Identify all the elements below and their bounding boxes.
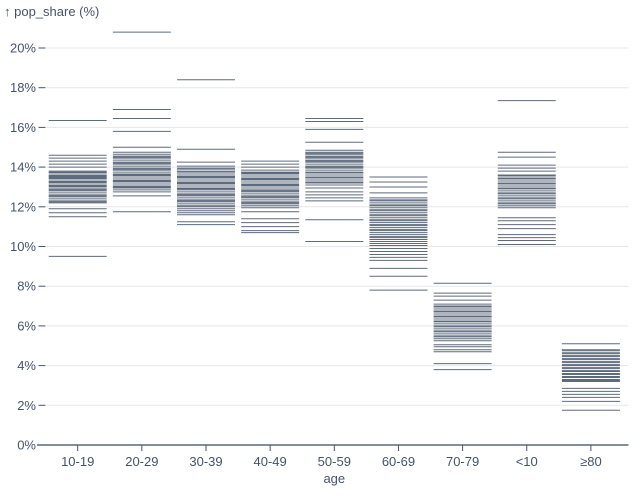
y-axis-tick-label: 18%	[10, 80, 36, 95]
x-axis-tick-label: 30-39	[189, 454, 222, 469]
x-axis-tick-label: 50-59	[318, 454, 351, 469]
x-axis-tick-label: 60-69	[382, 454, 415, 469]
y-axis-tick-label: 16%	[10, 120, 36, 135]
y-axis-tick-label: 2%	[17, 398, 36, 413]
y-axis-title: ↑ pop_share (%)	[4, 4, 100, 19]
x-axis-tick-label: 40-49	[254, 454, 287, 469]
x-axis-tick-label: 10-19	[61, 454, 94, 469]
x-axis-tick-label: 20-29	[125, 454, 158, 469]
x-axis-tick-label: <10	[516, 454, 538, 469]
y-axis-tick-label: 6%	[17, 318, 36, 333]
x-axis-tick-label: 70-79	[446, 454, 479, 469]
x-axis-tick-label: ≥80	[580, 454, 602, 469]
x-axis-title: age	[323, 471, 345, 486]
y-axis-tick-label: 14%	[10, 160, 36, 175]
y-axis-tick-label: 10%	[10, 239, 36, 254]
y-axis-tick-label: 8%	[17, 279, 36, 294]
y-axis-tick-label: 0%	[17, 438, 36, 453]
y-axis-tick-label: 4%	[17, 358, 36, 373]
y-axis-tick-label: 20%	[10, 41, 36, 56]
y-axis-tick-label: 12%	[10, 199, 36, 214]
